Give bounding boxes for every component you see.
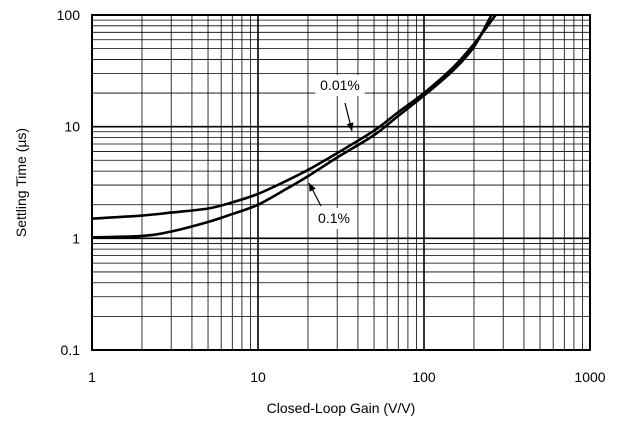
x-axis-title: Closed-Loop Gain (V/V) <box>267 400 416 416</box>
y-tick-label: 10 <box>64 119 80 135</box>
tick-labels-group: 1 10 100 1000 0.1 1 10 100 <box>57 7 606 385</box>
annotation-label: 0.1% <box>318 210 350 226</box>
y-axis-title: Settling Time (µs) <box>13 128 29 237</box>
y-tick-label: 1 <box>72 230 80 246</box>
x-tick-label: 1 <box>88 369 96 385</box>
x-tick-label: 10 <box>250 369 266 385</box>
annotation-arrowhead <box>346 122 354 131</box>
x-tick-label: 100 <box>412 369 436 385</box>
y-tick-label: 100 <box>57 7 81 23</box>
x-tick-label: 1000 <box>574 369 605 385</box>
y-tick-label: 0.1 <box>61 342 81 358</box>
annotation-label: 0.01% <box>320 77 360 93</box>
grid <box>92 15 590 350</box>
series-line-0-01 <box>91 14 497 220</box>
series-line-0-1 <box>91 14 493 239</box>
annotations-group: 0.01% 0.1% <box>308 75 365 229</box>
annotation-bg <box>315 75 365 96</box>
plot-frame <box>91 14 591 351</box>
annotation-bg <box>313 208 355 229</box>
annotation-arrowhead <box>309 183 316 192</box>
series-group <box>91 14 497 239</box>
